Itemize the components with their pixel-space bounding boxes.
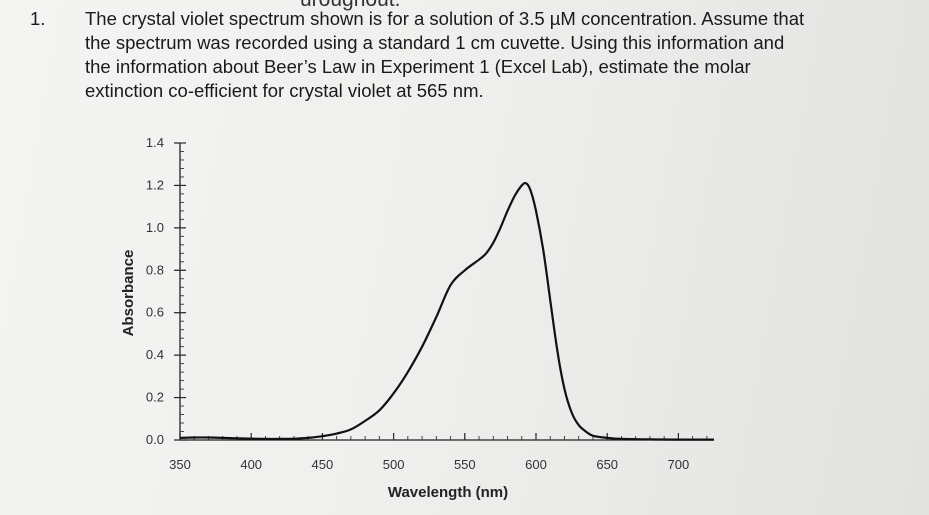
- y-tick-label: 1.4: [146, 135, 164, 150]
- clipped-previous-heading: uroughout.: [300, 0, 400, 12]
- question-line: the information about Beer’s Law in Expe…: [85, 56, 751, 77]
- y-tick-label: 0.4: [146, 347, 164, 362]
- x-axis-title: Wavelength (nm): [388, 484, 508, 501]
- x-tick-label: 650: [596, 457, 618, 472]
- question-text: The crystal violet spectrum shown is for…: [85, 7, 915, 103]
- y-tick-label: 0.0: [146, 432, 164, 447]
- x-tick-label: 500: [383, 457, 405, 472]
- y-tick-label: 0.6: [146, 305, 164, 320]
- x-tick-label: 400: [240, 457, 262, 472]
- y-tick-label: 1.0: [146, 220, 164, 235]
- x-tick-label: 450: [312, 457, 334, 472]
- x-tick-label: 350: [169, 457, 191, 472]
- question-line: The crystal violet spectrum shown is for…: [85, 8, 805, 29]
- x-tick-label: 700: [668, 457, 690, 472]
- x-tick-label: 600: [525, 457, 547, 472]
- x-tick-label: 550: [454, 457, 476, 472]
- question-line: extinction co-efficient for crystal viol…: [85, 80, 484, 101]
- question-line: the spectrum was recorded using a standa…: [85, 32, 785, 53]
- y-axis-title: Absorbance: [120, 250, 137, 337]
- y-tick-label: 0.2: [146, 390, 164, 405]
- spectrum-line: [179, 181, 714, 441]
- question-number: 1.: [30, 8, 46, 29]
- y-tick-label: 1.2: [146, 177, 164, 192]
- y-tick-label: 0.8: [146, 262, 164, 277]
